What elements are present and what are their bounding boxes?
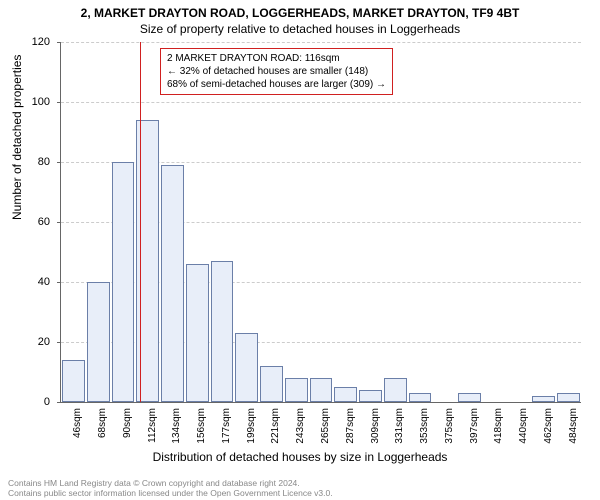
histogram-bar (532, 396, 555, 402)
chart-subtitle: Size of property relative to detached ho… (0, 20, 600, 36)
y-tick-mark (57, 102, 61, 103)
chart-title: 2, MARKET DRAYTON ROAD, LOGGERHEADS, MAR… (0, 0, 600, 20)
y-tick-label: 100 (0, 96, 50, 108)
histogram-bar (211, 261, 234, 402)
histogram-bar (285, 378, 308, 402)
x-tick-label: 112sqm (147, 408, 158, 458)
x-tick-label: 90sqm (122, 408, 133, 458)
histogram-bar (186, 264, 209, 402)
x-tick-label: 265sqm (320, 408, 331, 458)
histogram-bar (260, 366, 283, 402)
y-tick-label: 120 (0, 36, 50, 48)
histogram-bar (87, 282, 110, 402)
annotation-line1: 2 MARKET DRAYTON ROAD: 116sqm (167, 52, 386, 65)
annotation-line3: 68% of semi-detached houses are larger (… (167, 78, 386, 91)
x-tick-label: 243sqm (295, 408, 306, 458)
histogram-bar (62, 360, 85, 402)
chart-container: 2, MARKET DRAYTON ROAD, LOGGERHEADS, MAR… (0, 0, 600, 500)
y-tick-label: 40 (0, 276, 50, 288)
x-tick-label: 418sqm (493, 408, 504, 458)
histogram-bar (557, 393, 580, 402)
gridline (61, 42, 581, 43)
x-tick-label: 484sqm (568, 408, 579, 458)
x-tick-label: 177sqm (221, 408, 232, 458)
y-tick-mark (57, 402, 61, 403)
x-tick-label: 46sqm (72, 408, 83, 458)
x-tick-label: 68sqm (97, 408, 108, 458)
y-tick-mark (57, 162, 61, 163)
y-tick-mark (57, 42, 61, 43)
histogram-bar (359, 390, 382, 402)
x-tick-label: 199sqm (246, 408, 257, 458)
histogram-bar (161, 165, 184, 402)
histogram-bar (235, 333, 258, 402)
y-tick-label: 60 (0, 216, 50, 228)
histogram-bar (310, 378, 333, 402)
histogram-bar (458, 393, 481, 402)
x-tick-label: 309sqm (370, 408, 381, 458)
annotation-box: 2 MARKET DRAYTON ROAD: 116sqm ← 32% of d… (160, 48, 393, 95)
x-tick-label: 134sqm (171, 408, 182, 458)
annotation-line2: ← 32% of detached houses are smaller (14… (167, 65, 386, 78)
histogram-bar (384, 378, 407, 402)
x-tick-label: 156sqm (196, 408, 207, 458)
y-tick-mark (57, 222, 61, 223)
gridline (61, 102, 581, 103)
y-tick-mark (57, 282, 61, 283)
chart-area: 2 MARKET DRAYTON ROAD: 116sqm ← 32% of d… (60, 42, 580, 402)
histogram-bar (409, 393, 432, 402)
y-axis-label: Number of detached properties (10, 55, 24, 220)
attribution-line1: Contains HM Land Registry data © Crown c… (8, 478, 333, 488)
y-tick-mark (57, 342, 61, 343)
histogram-bar (334, 387, 357, 402)
x-tick-label: 221sqm (270, 408, 281, 458)
x-tick-label: 353sqm (419, 408, 430, 458)
y-tick-label: 0 (0, 396, 50, 408)
plot-region (60, 42, 581, 403)
y-tick-label: 80 (0, 156, 50, 168)
attribution-line2: Contains public sector information licen… (8, 488, 333, 498)
x-tick-label: 331sqm (394, 408, 405, 458)
x-tick-label: 375sqm (444, 408, 455, 458)
property-marker-line (140, 42, 141, 402)
x-tick-label: 440sqm (518, 408, 529, 458)
x-tick-label: 397sqm (469, 408, 480, 458)
x-tick-label: 287sqm (345, 408, 356, 458)
attribution: Contains HM Land Registry data © Crown c… (8, 478, 333, 498)
x-tick-label: 462sqm (543, 408, 554, 458)
y-tick-label: 20 (0, 336, 50, 348)
histogram-bar (112, 162, 135, 402)
